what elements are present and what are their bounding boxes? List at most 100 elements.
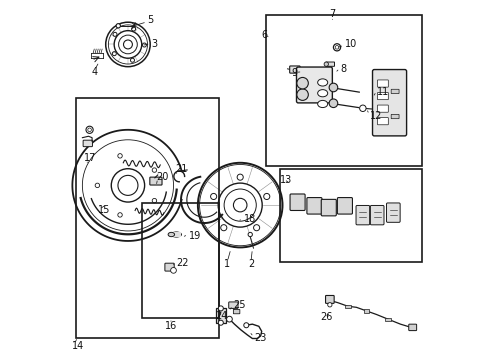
FancyBboxPatch shape	[296, 67, 332, 103]
Text: 23: 23	[254, 333, 266, 343]
Bar	[384, 318, 390, 321]
Text: 16: 16	[164, 321, 177, 331]
Text: 14: 14	[72, 341, 84, 351]
FancyBboxPatch shape	[386, 203, 399, 222]
Text: 26: 26	[320, 312, 332, 322]
FancyBboxPatch shape	[377, 80, 387, 87]
FancyBboxPatch shape	[377, 93, 387, 100]
Circle shape	[86, 126, 93, 134]
Circle shape	[226, 316, 232, 322]
Circle shape	[324, 62, 328, 66]
FancyBboxPatch shape	[390, 114, 398, 119]
FancyBboxPatch shape	[321, 199, 336, 216]
Circle shape	[218, 306, 223, 311]
Text: 13: 13	[280, 175, 292, 185]
Circle shape	[152, 168, 156, 172]
Ellipse shape	[317, 79, 327, 86]
FancyBboxPatch shape	[325, 62, 334, 66]
Text: 9: 9	[291, 68, 297, 78]
Text: 10: 10	[344, 39, 356, 49]
Text: 21: 21	[175, 164, 188, 174]
Text: 25: 25	[233, 300, 246, 310]
Circle shape	[296, 89, 308, 100]
Text: 12: 12	[369, 111, 382, 121]
Circle shape	[335, 45, 338, 49]
Circle shape	[95, 183, 100, 188]
FancyBboxPatch shape	[228, 302, 238, 309]
Text: 8: 8	[340, 64, 346, 74]
Bar	[280, 169, 421, 262]
Bar	[215, 309, 225, 323]
FancyBboxPatch shape	[369, 206, 383, 225]
Circle shape	[359, 105, 366, 112]
Circle shape	[113, 32, 117, 36]
Circle shape	[118, 154, 122, 158]
Text: 24: 24	[215, 311, 227, 321]
FancyBboxPatch shape	[355, 206, 369, 225]
FancyBboxPatch shape	[164, 263, 174, 271]
Text: 17: 17	[83, 153, 96, 163]
Circle shape	[220, 225, 226, 231]
Circle shape	[233, 198, 246, 212]
Circle shape	[130, 58, 134, 62]
Text: 6: 6	[261, 30, 267, 40]
FancyBboxPatch shape	[408, 324, 416, 330]
FancyBboxPatch shape	[325, 296, 333, 303]
Circle shape	[263, 193, 269, 199]
Text: 20: 20	[156, 172, 169, 182]
Circle shape	[131, 27, 135, 31]
FancyBboxPatch shape	[149, 177, 162, 185]
Bar	[363, 310, 368, 313]
FancyBboxPatch shape	[390, 89, 398, 94]
Circle shape	[112, 51, 116, 56]
Text: 1: 1	[224, 259, 230, 269]
FancyBboxPatch shape	[377, 105, 387, 112]
Bar	[76, 98, 219, 338]
Circle shape	[333, 44, 340, 51]
Text: 7: 7	[328, 9, 335, 19]
Circle shape	[152, 198, 156, 203]
Ellipse shape	[171, 232, 181, 237]
Bar	[171, 232, 181, 237]
Circle shape	[210, 193, 216, 199]
Circle shape	[327, 303, 331, 307]
Circle shape	[142, 43, 146, 47]
Circle shape	[123, 40, 132, 49]
Circle shape	[247, 232, 252, 237]
Text: 22: 22	[176, 258, 188, 268]
Circle shape	[88, 128, 91, 132]
Bar	[265, 15, 421, 166]
FancyBboxPatch shape	[289, 66, 300, 73]
FancyBboxPatch shape	[337, 198, 352, 214]
Circle shape	[328, 99, 337, 108]
Text: 11: 11	[376, 87, 388, 97]
Ellipse shape	[168, 232, 174, 237]
Circle shape	[118, 175, 138, 195]
Text: 5: 5	[147, 15, 154, 26]
FancyBboxPatch shape	[372, 69, 406, 136]
Text: 4: 4	[91, 67, 98, 77]
Text: 3: 3	[151, 39, 157, 49]
Circle shape	[170, 267, 176, 273]
Text: 15: 15	[97, 206, 110, 216]
FancyBboxPatch shape	[306, 198, 321, 214]
FancyBboxPatch shape	[83, 140, 92, 147]
FancyBboxPatch shape	[377, 118, 387, 125]
Bar	[344, 305, 350, 309]
Circle shape	[328, 83, 337, 92]
Ellipse shape	[317, 100, 327, 108]
Text: 18: 18	[244, 215, 256, 224]
Circle shape	[118, 213, 122, 217]
Ellipse shape	[317, 90, 327, 97]
Text: 19: 19	[188, 231, 201, 240]
FancyBboxPatch shape	[289, 194, 305, 211]
Circle shape	[244, 323, 248, 328]
Bar	[408, 326, 414, 330]
Text: 2: 2	[248, 259, 254, 269]
Circle shape	[237, 174, 243, 180]
Circle shape	[253, 225, 259, 231]
Circle shape	[116, 24, 120, 28]
FancyBboxPatch shape	[233, 310, 239, 314]
Circle shape	[218, 320, 223, 325]
Circle shape	[296, 77, 308, 89]
